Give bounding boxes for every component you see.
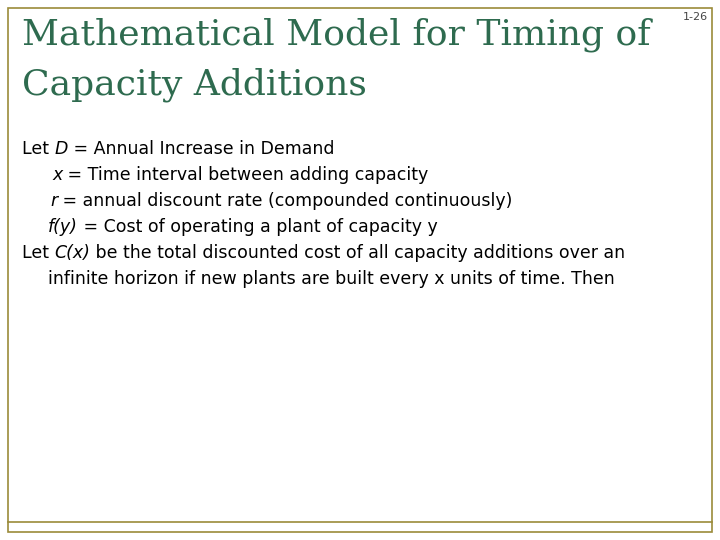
Text: r: r bbox=[50, 192, 57, 210]
Text: D: D bbox=[55, 140, 68, 158]
Text: Capacity Additions: Capacity Additions bbox=[22, 68, 367, 103]
Text: = annual discount rate (compounded continuously): = annual discount rate (compounded conti… bbox=[57, 192, 513, 210]
Text: 1-26: 1-26 bbox=[683, 12, 708, 22]
Text: be the total discounted cost of all capacity additions over an: be the total discounted cost of all capa… bbox=[91, 244, 626, 262]
Text: f(y): f(y) bbox=[48, 218, 78, 236]
Text: x: x bbox=[52, 166, 62, 184]
Text: Let: Let bbox=[22, 140, 55, 158]
Text: Mathematical Model for Timing of: Mathematical Model for Timing of bbox=[22, 18, 651, 52]
Text: infinite horizon if new plants are built every x units of time. Then: infinite horizon if new plants are built… bbox=[48, 270, 615, 288]
Text: Let: Let bbox=[22, 244, 55, 262]
Text: C(x): C(x) bbox=[55, 244, 91, 262]
Text: = Time interval between adding capacity: = Time interval between adding capacity bbox=[62, 166, 428, 184]
Text: = Cost of operating a plant of capacity y: = Cost of operating a plant of capacity … bbox=[78, 218, 438, 236]
Text: = Annual Increase in Demand: = Annual Increase in Demand bbox=[68, 140, 334, 158]
